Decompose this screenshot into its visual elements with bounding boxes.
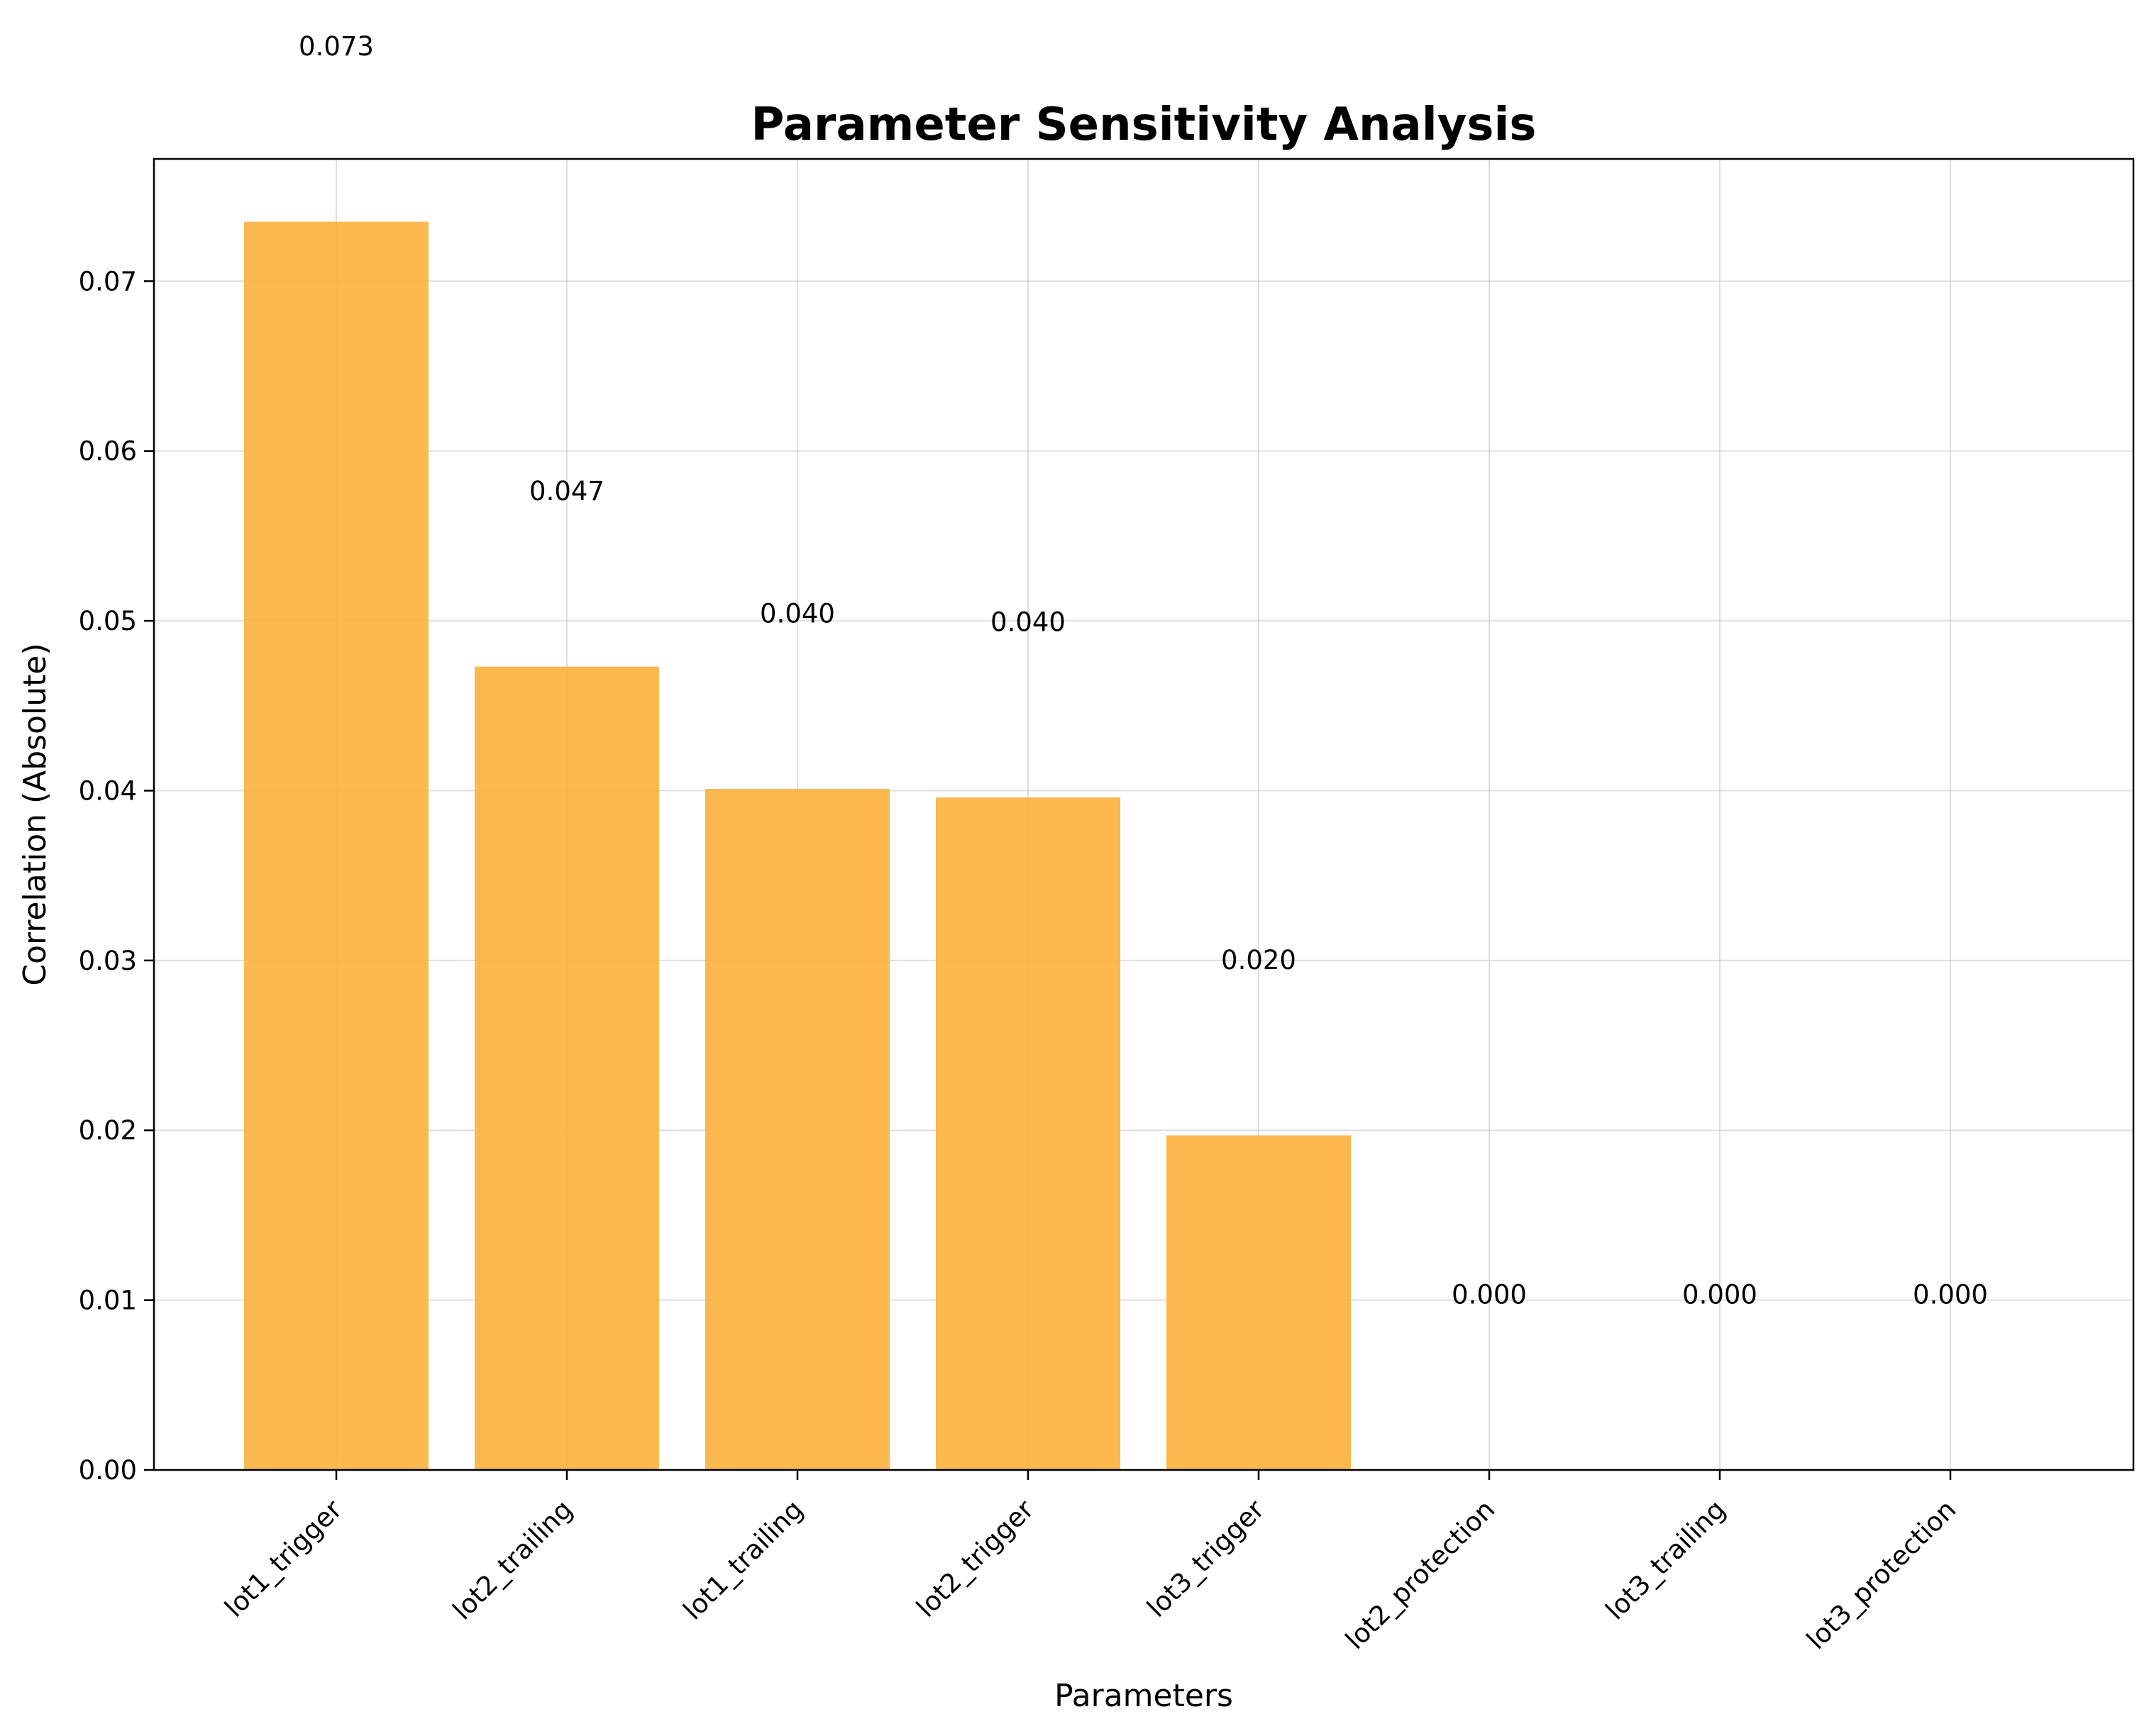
bar-lot3_trigger bbox=[1166, 1135, 1351, 1470]
x-tick-label: lot3_protection bbox=[1801, 1494, 1962, 1655]
x-tick-label: lot2_trailing bbox=[447, 1494, 579, 1626]
x-tick-label: lot3_trailing bbox=[1600, 1494, 1732, 1626]
data-label-lot3_protection: 0.000 bbox=[1913, 1279, 1988, 1310]
x-tick-label: lot1_trailing bbox=[678, 1494, 810, 1626]
x-tick-label: lot1_trigger bbox=[219, 1493, 348, 1623]
x-tick-label: lot2_protection bbox=[1340, 1494, 1501, 1655]
bar-lot1_trailing bbox=[705, 789, 890, 1470]
y-axis-ticks: 0.00 0.01 0.02 0.03 0.04 0.05 0.06 0.07 bbox=[79, 266, 154, 1486]
bars bbox=[244, 221, 1351, 1470]
data-label-lot1_trigger: 0.073 bbox=[299, 31, 374, 62]
y-axis-label: Correlation (Absolute) bbox=[17, 643, 53, 985]
plot-frame bbox=[153, 157, 2135, 1471]
x-axis-ticks: lot1_trigger lot2_trailing lot1_trailing lo… bbox=[219, 1470, 1962, 1655]
y-tick-label: 0.06 bbox=[79, 436, 137, 467]
data-label-lot2_protection: 0.000 bbox=[1452, 1279, 1527, 1310]
data-label-lot3_trigger: 0.020 bbox=[1221, 945, 1296, 975]
y-tick-label: 0.02 bbox=[79, 1115, 137, 1146]
y-tick-label: 0.07 bbox=[79, 266, 137, 297]
data-label-lot2_trigger: 0.040 bbox=[990, 607, 1066, 637]
data-label-lot2_trailing: 0.047 bbox=[529, 476, 604, 507]
y-tick-label: 0.04 bbox=[79, 775, 137, 806]
y-tick-label: 0.01 bbox=[79, 1286, 137, 1316]
x-tick-label: lot2_trigger bbox=[910, 1493, 1040, 1623]
bar-lot2_trailing bbox=[475, 666, 659, 1470]
grid-lines bbox=[154, 159, 2133, 1471]
y-tick-label: 0.03 bbox=[79, 946, 137, 976]
x-axis-label: Parameters bbox=[1054, 1678, 1233, 1714]
bar-lot1_trigger bbox=[244, 221, 429, 1470]
data-label-lot3_trailing: 0.000 bbox=[1682, 1279, 1757, 1310]
y-tick-label: 0.00 bbox=[79, 1455, 137, 1486]
x-tick-label: lot3_trigger bbox=[1141, 1493, 1271, 1623]
data-label-lot1_trailing: 0.040 bbox=[760, 599, 835, 629]
data-labels: 0.073 0.047 0.040 0.040 0.020 0.000 0.000 0.000 bbox=[299, 31, 1988, 1310]
chart-title: Parameter Sensitivity Analysis bbox=[751, 99, 1537, 151]
bar-lot2_trigger bbox=[936, 797, 1120, 1470]
y-tick-label: 0.05 bbox=[79, 606, 137, 636]
